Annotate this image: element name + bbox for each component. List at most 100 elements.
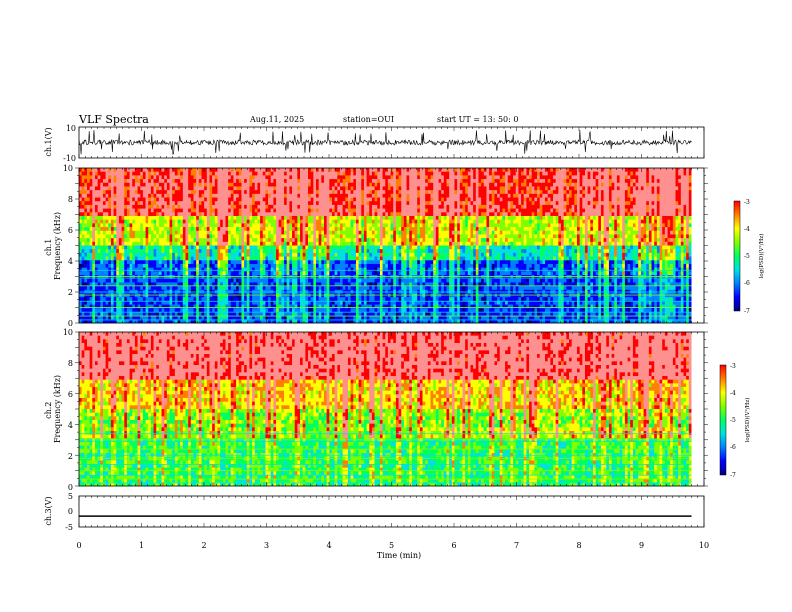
spectrogram-cell <box>377 260 381 265</box>
spectrogram-cell <box>182 175 186 180</box>
spectrogram-cell <box>339 179 343 184</box>
spectrogram-cell <box>345 171 349 176</box>
spectrogram-cell <box>142 238 146 243</box>
spectrogram-cell <box>331 300 335 305</box>
spectrogram-cell <box>292 182 296 187</box>
spectrogram-cell <box>358 278 362 283</box>
spectrogram-cell <box>305 227 309 232</box>
spectrogram-cell <box>278 275 282 280</box>
spectrogram-cell <box>188 223 192 228</box>
spectrogram-cell <box>188 197 192 202</box>
spectrogram-cell <box>244 179 248 184</box>
spectrogram-cell <box>257 278 261 283</box>
spectrogram-cell <box>124 271 128 276</box>
spectrogram-cell <box>190 245 194 250</box>
spectrogram-cell <box>161 171 165 176</box>
spectrogram-cell <box>97 282 101 287</box>
spectrogram-cell <box>182 311 186 316</box>
spectrogram-cell <box>126 282 130 287</box>
spectrogram-cell <box>150 319 154 324</box>
spectrogram-cell <box>129 308 133 313</box>
spectrogram-cell <box>246 212 250 217</box>
spectrogram-cell <box>137 223 141 228</box>
spectrogram-cell <box>169 223 173 228</box>
spectrogram-cell <box>347 238 351 243</box>
spectrogram-cell <box>150 238 154 243</box>
spectrogram-cell <box>225 208 229 213</box>
spectrogram-cell <box>294 179 298 184</box>
spectrogram-cell <box>100 300 104 305</box>
spectrogram-cell <box>273 304 277 309</box>
spectrogram-cell <box>142 175 146 180</box>
spectrogram-cell <box>158 263 162 268</box>
spectrogram-cell <box>289 171 293 176</box>
spectrogram-cell <box>156 186 160 191</box>
spectrogram-cell <box>363 168 367 173</box>
spectrogram-cell <box>300 201 304 206</box>
spectrogram-cell <box>369 263 373 268</box>
spectrogram-cell <box>289 175 293 180</box>
spectrogram-cell <box>326 256 330 261</box>
spectrogram-cell <box>361 204 365 209</box>
spectrogram-cell <box>153 219 157 224</box>
spectrogram-cell <box>126 252 130 257</box>
spectrogram-cell <box>310 182 314 187</box>
spectrogram-cell <box>113 282 117 287</box>
spectrogram-cell <box>366 297 370 302</box>
spectrogram-cell <box>156 190 160 195</box>
spectrogram-cell <box>324 245 328 250</box>
spectrogram-cell <box>337 175 341 180</box>
spectrogram-cell <box>212 286 216 291</box>
spectrogram-cell <box>86 315 90 320</box>
spectrogram-cell <box>164 219 168 224</box>
spectrogram-cell <box>292 197 296 202</box>
spectrogram-cell <box>265 282 269 287</box>
spectrogram-cell <box>116 241 120 246</box>
spectrogram-cell <box>265 308 269 313</box>
spectrogram-cell <box>244 219 248 224</box>
spectrogram-cell <box>377 238 381 243</box>
spectrogram-cell <box>145 241 149 246</box>
spectrogram-cell <box>116 223 120 228</box>
spectrogram-cell <box>310 186 314 191</box>
spectrogram-cell <box>281 186 285 191</box>
spectrogram-cell <box>182 204 186 209</box>
spectrogram-cell <box>316 263 320 268</box>
spectrogram-cell <box>190 238 194 243</box>
spectrogram-cell <box>363 182 367 187</box>
spectrogram-cell <box>84 300 88 305</box>
spectrogram-cell <box>150 315 154 320</box>
spectrogram-cell <box>86 175 90 180</box>
spectrogram-cell <box>105 212 109 217</box>
spectrogram-cell <box>284 252 288 257</box>
spectrogram-cell <box>166 271 170 276</box>
spectrogram-cell <box>158 267 162 272</box>
spectrogram-cell <box>166 286 170 291</box>
spectrogram-cell <box>228 204 232 209</box>
spectrogram-cell <box>337 308 341 313</box>
spectrogram-cell <box>196 212 200 217</box>
spectrogram-cell <box>294 204 298 209</box>
spectrogram-cell <box>129 315 133 320</box>
spectrogram-cell <box>313 182 317 187</box>
spectrogram-cell <box>177 238 181 243</box>
spectrogram-cell <box>156 300 160 305</box>
spectrogram-cell <box>316 241 320 246</box>
spectrogram-cell <box>339 227 343 232</box>
spectrogram-cell <box>132 171 136 176</box>
spectrogram-cell <box>206 193 210 198</box>
spectrogram-cell <box>188 263 192 268</box>
spectrogram-cell <box>145 267 149 272</box>
spectrogram-cell <box>97 271 101 276</box>
spectrogram-cell <box>204 179 208 184</box>
spectrogram-cell <box>286 300 290 305</box>
spectrogram-cell <box>81 238 85 243</box>
spectrogram-cell <box>278 300 282 305</box>
spectrogram-cell <box>198 286 202 291</box>
spectrogram-cell <box>313 219 317 224</box>
spectrogram-cell <box>350 168 354 173</box>
spectrogram-cell <box>342 212 346 217</box>
spectrogram-cell <box>249 275 253 280</box>
spectrogram-cell <box>342 208 346 213</box>
spectrogram-cell <box>108 219 112 224</box>
